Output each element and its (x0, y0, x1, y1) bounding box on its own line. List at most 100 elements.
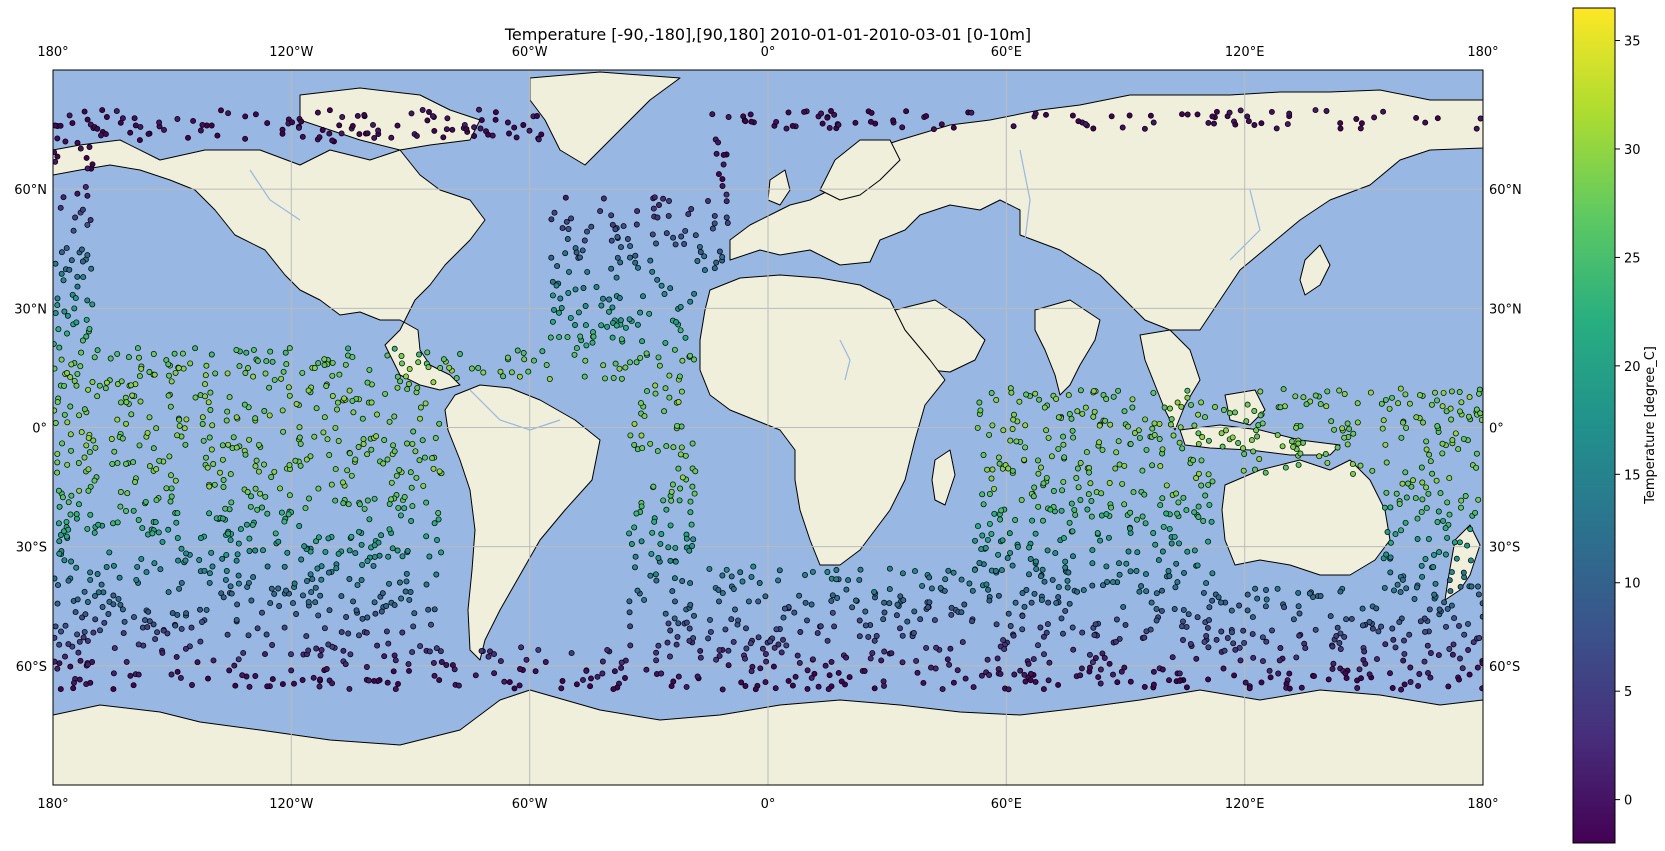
observation-point (881, 682, 887, 689)
observation-point (1037, 624, 1044, 631)
observation-point (1444, 499, 1451, 506)
observation-point (1303, 401, 1310, 408)
observation-point (79, 258, 86, 265)
observation-point (1228, 607, 1235, 614)
observation-point (117, 601, 124, 608)
observation-point (1180, 618, 1186, 625)
colorbar-tick-label: 35 (1624, 35, 1641, 50)
observation-point (1293, 654, 1300, 661)
observation-point (1097, 666, 1104, 673)
observation-point (463, 125, 470, 132)
observation-point (938, 121, 945, 128)
observation-point (1087, 480, 1094, 487)
observation-point (395, 680, 401, 687)
observation-point (856, 617, 863, 624)
observation-point (444, 115, 451, 122)
observation-point (1337, 588, 1344, 595)
lat-tick-label: 30°N (1489, 302, 1522, 317)
observation-point (168, 671, 175, 678)
observation-point (341, 395, 348, 402)
observation-point (1030, 493, 1037, 500)
observation-point (150, 351, 157, 357)
land-madagascar (931, 449, 956, 506)
observation-point (1459, 665, 1466, 672)
observation-point (76, 412, 83, 419)
observation-point (660, 497, 667, 504)
observation-point (999, 537, 1006, 544)
observation-point (408, 484, 415, 491)
observation-point (1004, 555, 1011, 562)
observation-point (429, 113, 436, 120)
observation-point (568, 650, 575, 657)
observation-point (694, 673, 701, 680)
observation-point (1055, 584, 1062, 591)
observation-point (1384, 529, 1391, 535)
observation-point (390, 668, 397, 675)
river-layer (249, 149, 1261, 431)
observation-point (526, 127, 533, 134)
observation-point (156, 119, 163, 126)
observation-point (302, 505, 309, 512)
observation-point (1005, 465, 1012, 472)
observation-point (196, 557, 203, 563)
observation-point (750, 563, 757, 570)
observation-point (1464, 542, 1471, 549)
observation-point (1411, 596, 1418, 602)
observation-point (1184, 111, 1191, 118)
observation-point (178, 579, 185, 586)
observation-point (1065, 392, 1072, 399)
observation-point (262, 370, 269, 377)
observation-point (84, 525, 91, 532)
observation-point (1259, 420, 1266, 427)
observation-point (742, 118, 749, 125)
observation-point (980, 501, 987, 508)
observation-point (53, 407, 58, 414)
observation-point (1089, 547, 1096, 554)
observation-point (56, 550, 63, 557)
observation-point (139, 525, 146, 532)
observation-point (71, 377, 78, 384)
observation-point (378, 532, 385, 539)
observation-point (485, 131, 492, 138)
observation-point (1026, 544, 1033, 551)
observation-point (325, 641, 332, 648)
observation-point (84, 252, 91, 259)
observation-point (264, 563, 271, 570)
observation-point (410, 428, 417, 435)
observation-point (986, 431, 993, 438)
observation-point (513, 134, 520, 141)
observation-point (75, 460, 82, 466)
observation-point (1300, 394, 1307, 401)
observation-point (1062, 564, 1069, 571)
observation-point (802, 572, 808, 578)
observation-point (1088, 513, 1095, 520)
observation-point (396, 467, 403, 473)
observation-point (279, 130, 286, 137)
observation-point (789, 122, 796, 129)
observation-point (1250, 448, 1257, 455)
observation-point (762, 679, 769, 686)
observation-point (403, 570, 410, 577)
observation-point (64, 370, 70, 376)
land-scandinavia (819, 139, 901, 201)
observation-point (632, 553, 639, 560)
observation-point (1221, 647, 1228, 654)
lon-tick-label: 120°W (269, 797, 313, 812)
observation-point (696, 243, 703, 250)
observation-point (572, 286, 579, 293)
observation-point (1110, 671, 1116, 678)
observation-point (391, 448, 398, 455)
observation-point (394, 547, 401, 554)
observation-point (259, 609, 265, 616)
observation-point (742, 683, 749, 689)
observation-point (1074, 588, 1081, 595)
observation-point (1069, 624, 1076, 631)
observation-point (725, 647, 732, 654)
observation-point (781, 605, 788, 612)
observation-point (344, 467, 351, 474)
observation-point (1021, 671, 1028, 678)
observation-point (655, 642, 662, 649)
observation-point (971, 566, 978, 573)
observation-point (1434, 397, 1440, 404)
